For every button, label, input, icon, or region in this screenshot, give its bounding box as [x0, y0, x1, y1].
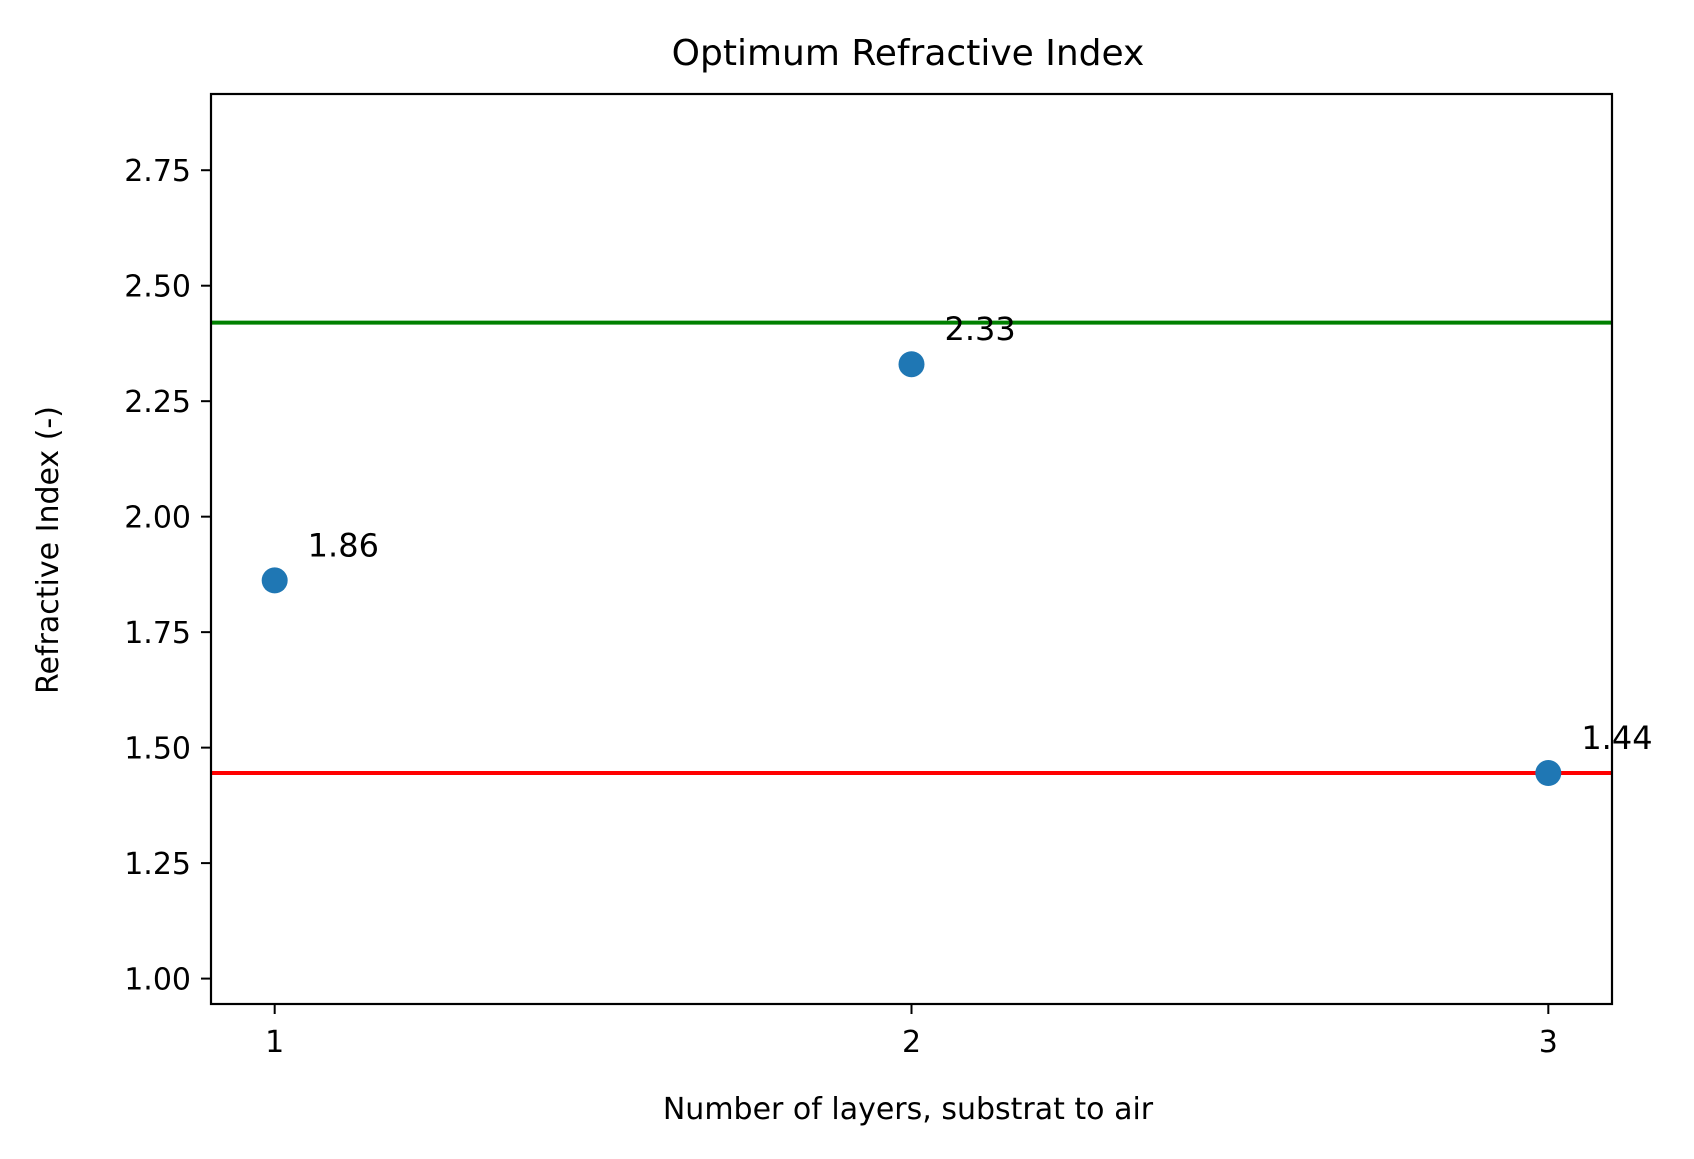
y-tick-label: 2.25 [124, 385, 191, 420]
plot-area: 1.86 2.33 1.44 1 2 3 1.00 1.25 1.50 1.75 2.00 2.25 2… [124, 92, 1653, 1060]
data-point [898, 351, 925, 378]
x-tick-label: 1 [265, 1025, 284, 1060]
chart-title: Optimum Refractive Index [672, 33, 1145, 74]
data-label: 2.33 [945, 310, 1016, 348]
y-tick-label: 1.50 [124, 732, 191, 767]
y-tick-label: 1.00 [124, 963, 191, 998]
data-label: 1.44 [1581, 719, 1652, 757]
data-point [1535, 760, 1562, 787]
data-label: 1.86 [308, 526, 379, 564]
data-point [261, 567, 288, 594]
x-tick-label: 2 [902, 1025, 921, 1060]
y-tick-label: 2.50 [124, 270, 191, 305]
y-tick-label: 2.75 [124, 154, 191, 189]
y-tick-label: 2.00 [124, 501, 191, 536]
x-axis-label: Number of layers, substrat to air [663, 1092, 1154, 1127]
y-tick-label: 1.25 [124, 847, 191, 882]
y-tick-label: 1.75 [124, 616, 191, 651]
y-axis-label: Refractive Index (-) [31, 406, 66, 694]
x-tick-label: 3 [1539, 1025, 1558, 1060]
